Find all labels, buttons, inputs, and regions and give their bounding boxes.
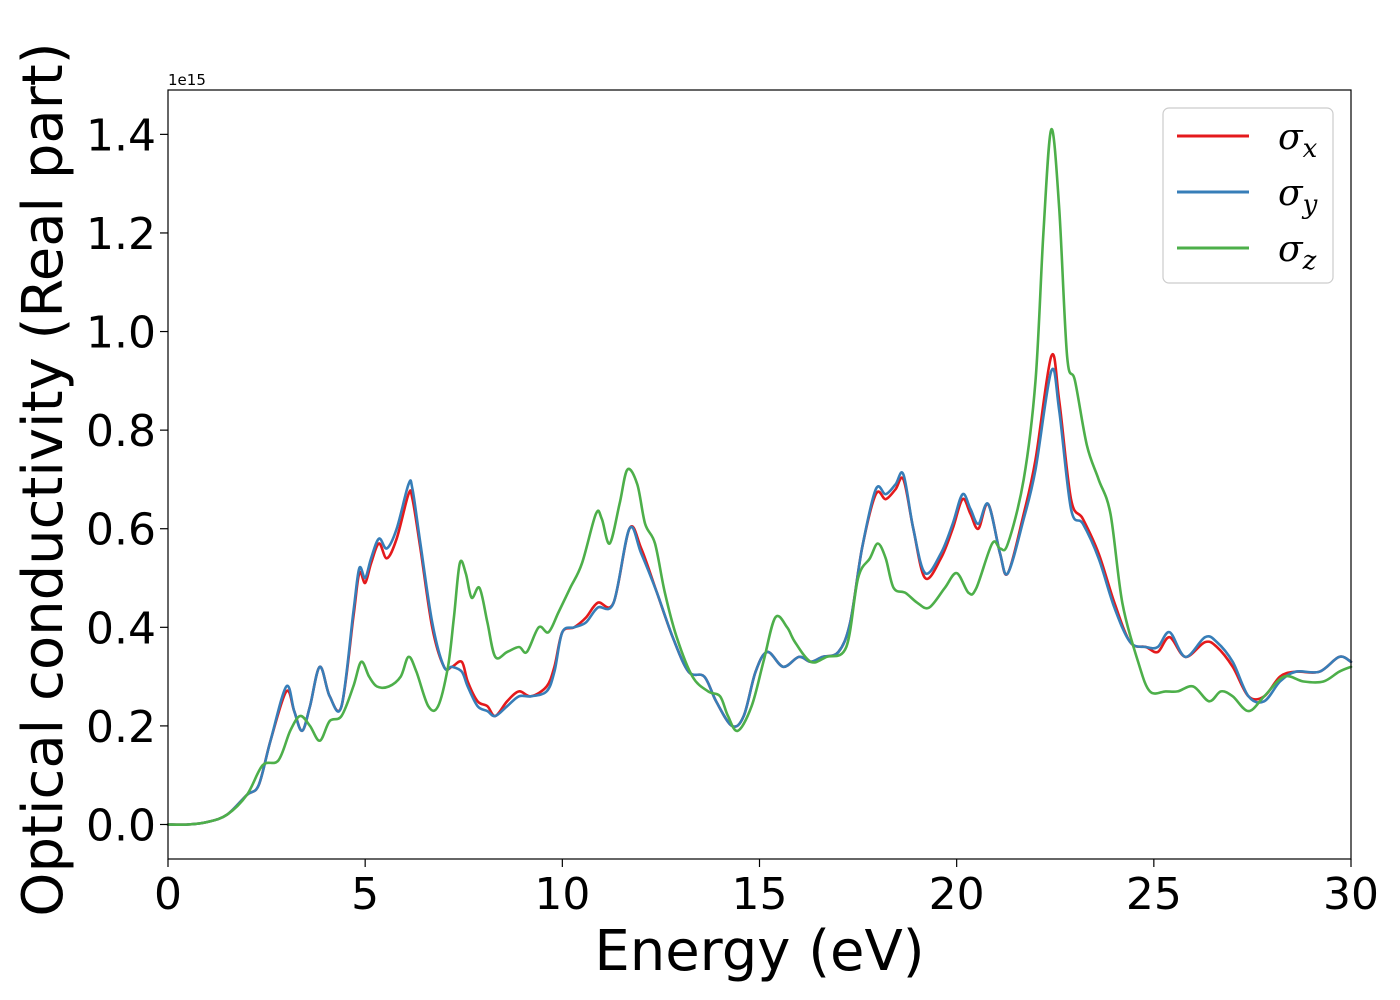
- y-axis-title: Optical conductivity (Real part): [11, 42, 76, 916]
- y-axis: 0.0 0.2 0.4 0.6 0.8 1.0 1.2 1.4: [86, 110, 168, 851]
- x-tick-label: 0: [154, 869, 182, 920]
- y-tick-label: 1.0: [86, 308, 156, 359]
- series-line-y: [166, 367, 1353, 826]
- x-axis-title: Energy (eV): [594, 919, 924, 984]
- series-line-x: [166, 353, 1353, 826]
- x-tick-label: 25: [1126, 869, 1182, 920]
- x-tick-label: 15: [732, 869, 788, 920]
- y-tick-label: 0.0: [86, 800, 156, 851]
- y-offset-label: 1e15: [168, 71, 206, 89]
- x-axis: 0 5 10 15 20 25 30: [154, 859, 1379, 920]
- series-line-z: [166, 128, 1353, 826]
- y-tick-label: 0.2: [86, 702, 156, 753]
- y-tick-label: 0.8: [86, 406, 156, 457]
- legend-box: [1162, 107, 1334, 284]
- y-tick-label: 0.4: [86, 603, 156, 654]
- x-tick-label: 20: [929, 869, 985, 920]
- x-tick-label: 5: [351, 869, 379, 920]
- y-tick-label: 0.6: [86, 505, 156, 556]
- y-tick-label: 1.4: [86, 110, 156, 161]
- y-tick-label: 1.2: [86, 209, 156, 260]
- x-tick-label: 10: [534, 869, 590, 920]
- x-tick-label: 30: [1323, 869, 1379, 920]
- series-layer: [166, 128, 1353, 826]
